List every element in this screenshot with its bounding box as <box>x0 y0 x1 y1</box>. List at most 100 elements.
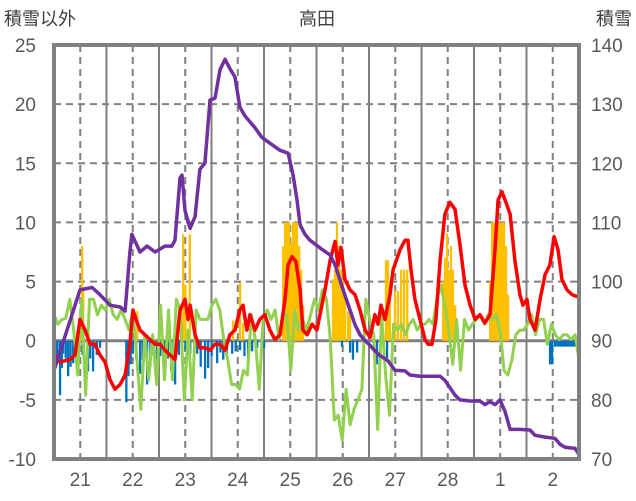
orange-bar <box>282 246 285 341</box>
red-line <box>52 189 579 391</box>
blue-bar <box>215 340 219 364</box>
blue-bar <box>564 340 568 347</box>
orange-bar <box>293 222 297 341</box>
orange-bar <box>291 222 295 341</box>
orange-bar <box>497 222 500 341</box>
green-line <box>52 283 581 442</box>
orange-bar <box>331 279 335 341</box>
orange-bar <box>396 291 400 341</box>
blue-bar <box>89 340 92 359</box>
x-tick-label: 26 <box>332 470 353 491</box>
blue-bar <box>91 340 95 372</box>
lines <box>52 57 581 454</box>
blue-bar <box>355 340 359 353</box>
blue-bar <box>243 340 246 357</box>
blue-bar <box>562 340 565 347</box>
x-tick-label: 24 <box>227 470 249 491</box>
orange-bar <box>335 222 339 341</box>
x-tick-label: 25 <box>280 470 301 491</box>
blue-bar <box>351 340 355 360</box>
blue-bar <box>64 340 67 359</box>
snow-depth-line <box>52 57 580 454</box>
blue-bar <box>263 340 266 348</box>
blue-bar <box>177 340 180 355</box>
x-tick-label: 27 <box>385 470 406 491</box>
left-tick-label: -10 <box>9 450 36 471</box>
right-tick-label: 130 <box>591 95 623 116</box>
blue-bar <box>553 340 557 347</box>
orange-bar <box>242 322 245 341</box>
blue-bar <box>340 340 344 347</box>
blue-bar <box>385 340 389 359</box>
x-tick-label: 22 <box>122 470 143 491</box>
blue-bar <box>199 340 202 367</box>
x-tick-label: 1 <box>495 470 506 491</box>
blue-bar <box>159 340 162 357</box>
blue-bar <box>131 340 135 354</box>
blue-bar <box>173 340 177 385</box>
blue-bar <box>69 340 72 367</box>
orange-bar <box>502 222 506 341</box>
right-tick-label: 140 <box>591 36 623 57</box>
blue-bar <box>550 340 554 365</box>
blue-bar <box>548 340 552 365</box>
blue-bar <box>238 340 242 351</box>
orange-bar <box>504 246 508 341</box>
blue-bar <box>571 340 574 347</box>
blue-bar <box>60 340 63 368</box>
orange-bar <box>343 293 347 341</box>
orange-bar <box>501 222 504 341</box>
orange-bar <box>340 269 343 341</box>
blue-bar <box>196 340 199 354</box>
blue-bar <box>573 340 576 347</box>
blue-bar <box>556 340 559 347</box>
orange-bar <box>449 246 453 341</box>
orange-bar <box>348 311 352 341</box>
blue-bar <box>72 340 75 364</box>
blue-bar <box>56 340 59 358</box>
right-tick-label: 70 <box>591 450 612 471</box>
plot-frame <box>52 43 581 461</box>
orange-bar <box>441 281 445 341</box>
orange-bar <box>182 234 185 341</box>
blue-bar <box>98 340 102 348</box>
orange-bar <box>289 242 293 341</box>
blue-bar <box>250 340 254 352</box>
blue-bar <box>203 340 207 379</box>
orange-bar <box>445 233 449 341</box>
orange-bar <box>188 234 191 341</box>
right-tick-label: 120 <box>591 154 623 175</box>
orange-bar <box>341 281 345 341</box>
x-tick-label: 23 <box>175 470 196 491</box>
plot-border <box>52 43 581 461</box>
blue-bar <box>560 340 563 347</box>
blue-bar <box>166 340 170 359</box>
right-tick-label: 110 <box>591 213 621 234</box>
orange-bar <box>499 222 502 341</box>
orange-bar <box>406 269 409 341</box>
orange-bar <box>451 269 455 341</box>
orange-bar <box>295 222 299 341</box>
x-tick-label: 28 <box>437 470 458 491</box>
left-tick-label: -5 <box>19 391 36 412</box>
left-axis-title: 積雪以外 <box>4 9 76 30</box>
orange-bar <box>506 294 510 341</box>
orange-bar <box>384 260 388 341</box>
right-tick-label: 90 <box>591 332 612 353</box>
left-tick-label: 5 <box>25 273 36 294</box>
blue-bar <box>207 340 210 368</box>
left-tick-label: 10 <box>15 213 36 234</box>
blue-bar <box>138 340 142 374</box>
orange-bar <box>403 269 406 341</box>
orange-bar <box>393 291 397 341</box>
left-tick-label: 0 <box>25 332 36 353</box>
blue-bar <box>231 340 234 354</box>
left-tick-label: 25 <box>15 36 36 57</box>
right-axis-title: 積雪 <box>596 9 632 30</box>
right-tick-label: 80 <box>591 391 612 412</box>
left-tick-label: 20 <box>15 95 36 116</box>
blue-bar <box>569 340 572 347</box>
blue-bar <box>558 340 561 347</box>
